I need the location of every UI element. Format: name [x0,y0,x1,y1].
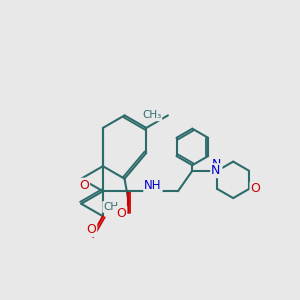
Text: O: O [86,223,96,236]
Text: CH₃: CH₃ [142,110,161,120]
Text: N: N [212,158,221,171]
Text: N: N [211,164,220,177]
Text: NH: NH [144,179,162,192]
Text: CH₃: CH₃ [103,202,122,212]
Text: O: O [116,207,126,220]
Text: O: O [79,179,89,192]
Text: O: O [250,182,260,196]
